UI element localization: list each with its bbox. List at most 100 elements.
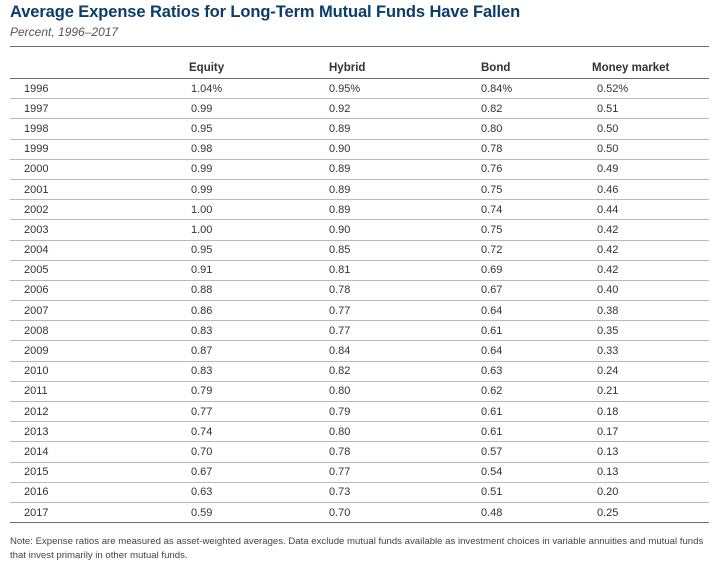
cell-money-market: 0.21	[592, 381, 709, 403]
table-row: 2011 0.79 0.80 0.62 0.21	[10, 381, 709, 403]
table-row: 2009 0.87 0.84 0.64 0.33	[10, 340, 709, 362]
cell-money-market: 0.17	[592, 421, 709, 443]
cell-year: 2005	[10, 260, 186, 281]
cell-year: 2009	[10, 340, 186, 362]
cell-money-market: 0.33	[592, 340, 709, 362]
table-row: 2015 0.67 0.77 0.54 0.13	[10, 462, 709, 483]
table-row: 1997 0.99 0.92 0.82 0.51	[10, 98, 709, 120]
table-row: 1999 0.98 0.90 0.78 0.50	[10, 139, 709, 160]
table-row: 2000 0.99 0.89 0.76 0.49	[10, 159, 709, 180]
cell-equity: 1.04%	[186, 78, 324, 100]
cell-money-market: 0.40	[592, 280, 709, 302]
cell-equity: 0.98	[186, 139, 324, 160]
cell-equity: 0.59	[186, 502, 324, 524]
column-header-hybrid: Hybrid	[324, 57, 476, 79]
cell-hybrid: 0.81	[324, 260, 476, 281]
cell-year: 2013	[10, 421, 186, 443]
cell-money-market: 0.46	[592, 179, 709, 201]
cell-hybrid: 0.85	[324, 240, 476, 261]
cell-equity: 0.70	[186, 441, 324, 463]
cell-year: 2001	[10, 179, 186, 201]
table-row: 2007 0.86 0.77 0.64 0.38	[10, 300, 709, 322]
cell-hybrid: 0.82	[324, 361, 476, 382]
cell-bond: 0.51	[476, 482, 592, 503]
cell-equity: 0.95	[186, 118, 324, 140]
cell-hybrid: 0.80	[324, 381, 476, 403]
cell-money-market: 0.13	[592, 441, 709, 463]
column-header-equity: Equity	[186, 57, 324, 79]
chart-subtitle: Percent, 1996–2017	[10, 25, 119, 39]
cell-year: 2011	[10, 381, 186, 403]
cell-hybrid: 0.89	[324, 199, 476, 221]
cell-year: 1996	[10, 78, 186, 100]
cell-money-market: 0.42	[592, 219, 709, 241]
cell-year: 2008	[10, 320, 186, 342]
cell-hybrid: 0.95%	[324, 78, 476, 100]
cell-bond: 0.76	[476, 159, 592, 180]
cell-bond: 0.48	[476, 502, 592, 524]
cell-equity: 0.86	[186, 300, 324, 322]
table-row: 2002 1.00 0.89 0.74 0.44	[10, 199, 709, 221]
cell-bond: 0.61	[476, 320, 592, 342]
cell-hybrid: 0.78	[324, 280, 476, 302]
cell-hybrid: 0.89	[324, 159, 476, 180]
cell-equity: 0.77	[186, 401, 324, 423]
cell-hybrid: 0.77	[324, 300, 476, 322]
table-row: 2013 0.74 0.80 0.61 0.17	[10, 421, 709, 443]
cell-hybrid: 0.90	[324, 139, 476, 160]
cell-bond: 0.67	[476, 280, 592, 302]
cell-bond: 0.72	[476, 240, 592, 261]
cell-hybrid: 0.70	[324, 502, 476, 524]
cell-equity: 0.99	[186, 98, 324, 120]
cell-equity: 0.74	[186, 421, 324, 443]
table-row: 2005 0.91 0.81 0.69 0.42	[10, 260, 709, 281]
cell-hybrid: 0.84	[324, 340, 476, 362]
cell-bond: 0.80	[476, 118, 592, 140]
cell-hybrid: 0.92	[324, 98, 476, 120]
cell-hybrid: 0.77	[324, 320, 476, 342]
cell-equity: 0.67	[186, 462, 324, 483]
column-header-year	[10, 57, 186, 79]
cell-year: 2003	[10, 219, 186, 241]
cell-equity: 0.95	[186, 240, 324, 261]
cell-year: 1997	[10, 98, 186, 120]
chart-title: Average Expense Ratios for Long-Term Mut…	[10, 3, 521, 21]
table-row: 1996 1.04% 0.95% 0.84% 0.52%	[10, 78, 709, 100]
cell-money-market: 0.52%	[592, 78, 709, 100]
cell-year: 2002	[10, 199, 186, 221]
cell-money-market: 0.25	[592, 502, 709, 524]
cell-money-market: 0.20	[592, 482, 709, 503]
cell-equity: 0.88	[186, 280, 324, 302]
cell-year: 1999	[10, 139, 186, 160]
cell-money-market: 0.51	[592, 98, 709, 120]
cell-equity: 0.83	[186, 361, 324, 382]
cell-year: 2017	[10, 502, 186, 524]
cell-bond: 0.78	[476, 139, 592, 160]
cell-year: 2015	[10, 462, 186, 483]
cell-year: 2007	[10, 300, 186, 322]
cell-bond: 0.74	[476, 199, 592, 221]
cell-money-market: 0.42	[592, 260, 709, 281]
cell-equity: 0.99	[186, 179, 324, 201]
cell-money-market: 0.35	[592, 320, 709, 342]
table-row: 2010 0.83 0.82 0.63 0.24	[10, 361, 709, 382]
cell-equity: 0.63	[186, 482, 324, 503]
cell-year: 2012	[10, 401, 186, 423]
cell-hybrid: 0.89	[324, 118, 476, 140]
cell-equity: 0.83	[186, 320, 324, 342]
table-row: 2017 0.59 0.70 0.48 0.25	[10, 502, 709, 524]
cell-year: 2000	[10, 159, 186, 180]
table-row: 2001 0.99 0.89 0.75 0.46	[10, 179, 709, 201]
cell-bond: 0.62	[476, 381, 592, 403]
table-row: 2012 0.77 0.79 0.61 0.18	[10, 401, 709, 423]
table-row: 1998 0.95 0.89 0.80 0.50	[10, 118, 709, 140]
table-row: 2006 0.88 0.78 0.67 0.40	[10, 280, 709, 302]
table-row: 2008 0.83 0.77 0.61 0.35	[10, 320, 709, 342]
table-body: 1996 1.04% 0.95% 0.84% 0.52% 1997 0.99 0.92 0.82…	[10, 78, 709, 524]
cell-equity: 0.79	[186, 381, 324, 403]
cell-hybrid: 0.73	[324, 482, 476, 503]
cell-money-market: 0.50	[592, 139, 709, 160]
cell-equity: 1.00	[186, 199, 324, 221]
cell-hybrid: 0.80	[324, 421, 476, 443]
cell-year: 2014	[10, 441, 186, 463]
